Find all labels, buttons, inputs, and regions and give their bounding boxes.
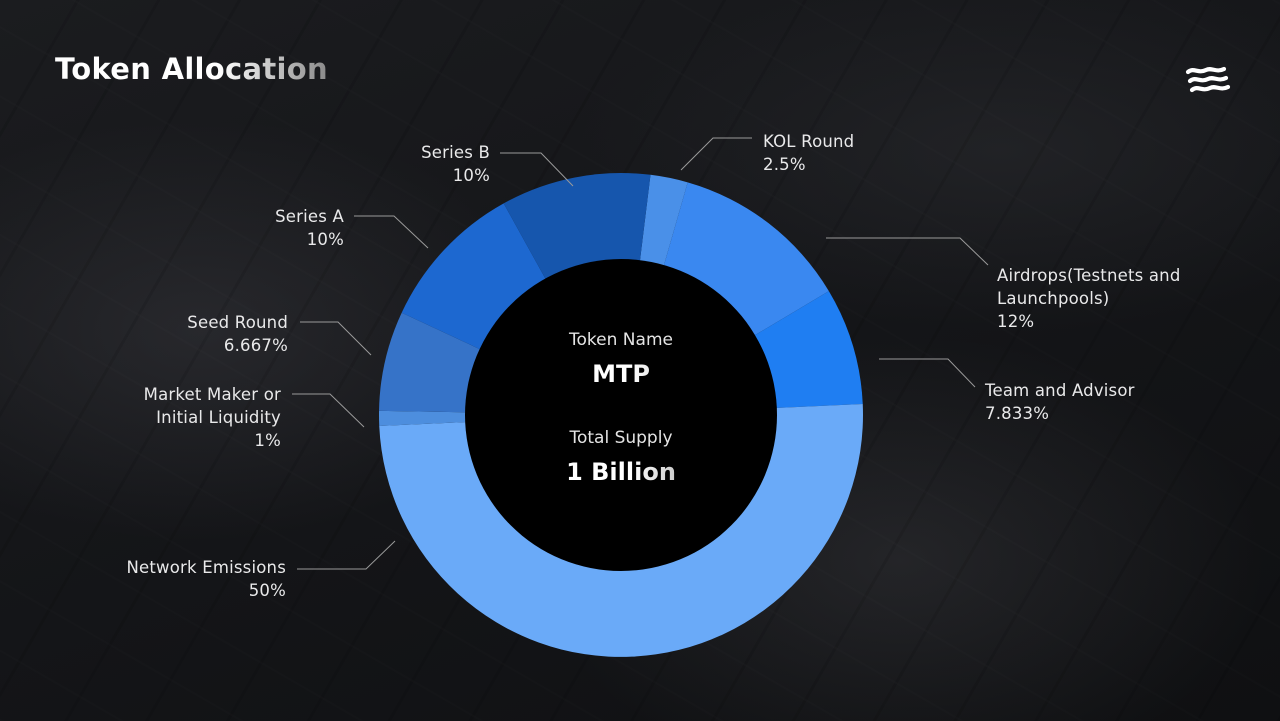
label-pct: 10% <box>306 230 344 249</box>
label-name: Series B <box>421 143 490 162</box>
label-name: Team and Advisor <box>985 381 1135 400</box>
token-name-label: Token Name <box>569 330 673 350</box>
leader-lines <box>292 137 989 570</box>
token-name-value: MTP <box>521 360 721 388</box>
label-name-line2: Initial Liquidity <box>156 408 281 427</box>
label-network-emissions: Network Emissions 50% <box>60 556 286 602</box>
leader-line-airdrops <box>826 237 989 266</box>
label-pct: 7.833% <box>985 404 1050 423</box>
label-seed-round: Seed Round 6.667% <box>130 311 288 357</box>
leader-line-seed <box>300 321 372 356</box>
donut-hole <box>465 259 777 571</box>
label-pct: 1% <box>254 431 281 450</box>
label-name: KOL Round <box>763 132 855 151</box>
label-series-b: Series B 10% <box>380 141 490 187</box>
page-title: Token Allocation <box>55 52 328 86</box>
wave-flag-icon <box>1185 66 1231 93</box>
label-name: Network Emissions <box>126 558 286 577</box>
label-pct: 12% <box>997 312 1035 331</box>
label-name-line2: Launchpools) <box>997 289 1110 308</box>
label-name: Airdrops(Testnets and <box>997 266 1181 285</box>
label-name: Series A <box>275 207 344 226</box>
label-pct: 2.5% <box>763 155 806 174</box>
label-name: Seed Round <box>187 313 288 332</box>
donut-center-info: Token Name MTP Total Supply 1 Billion <box>521 330 721 486</box>
leader-line-market-maker <box>292 393 365 428</box>
leader-line-series-b <box>500 152 574 187</box>
label-pct: 6.667% <box>223 336 288 355</box>
label-series-a: Series A 10% <box>234 205 344 251</box>
total-supply-value: 1 Billion <box>521 458 721 486</box>
label-team-advisor: Team and Advisor 7.833% <box>985 379 1135 425</box>
total-supply-label: Total Supply <box>569 428 673 448</box>
leader-line-series-a <box>354 215 429 249</box>
leader-line-kol <box>680 137 752 171</box>
leader-line-team <box>879 358 976 388</box>
label-name: Market Maker or <box>143 385 281 404</box>
label-kol-round: KOL Round 2.5% <box>763 130 854 176</box>
label-pct: 50% <box>248 581 286 600</box>
label-pct: 10% <box>452 166 490 185</box>
leader-line-network <box>297 540 396 570</box>
label-airdrops: Airdrops(Testnets and Launchpools) 12% <box>997 264 1181 333</box>
label-market-maker: Market Maker or Initial Liquidity 1% <box>90 383 281 452</box>
